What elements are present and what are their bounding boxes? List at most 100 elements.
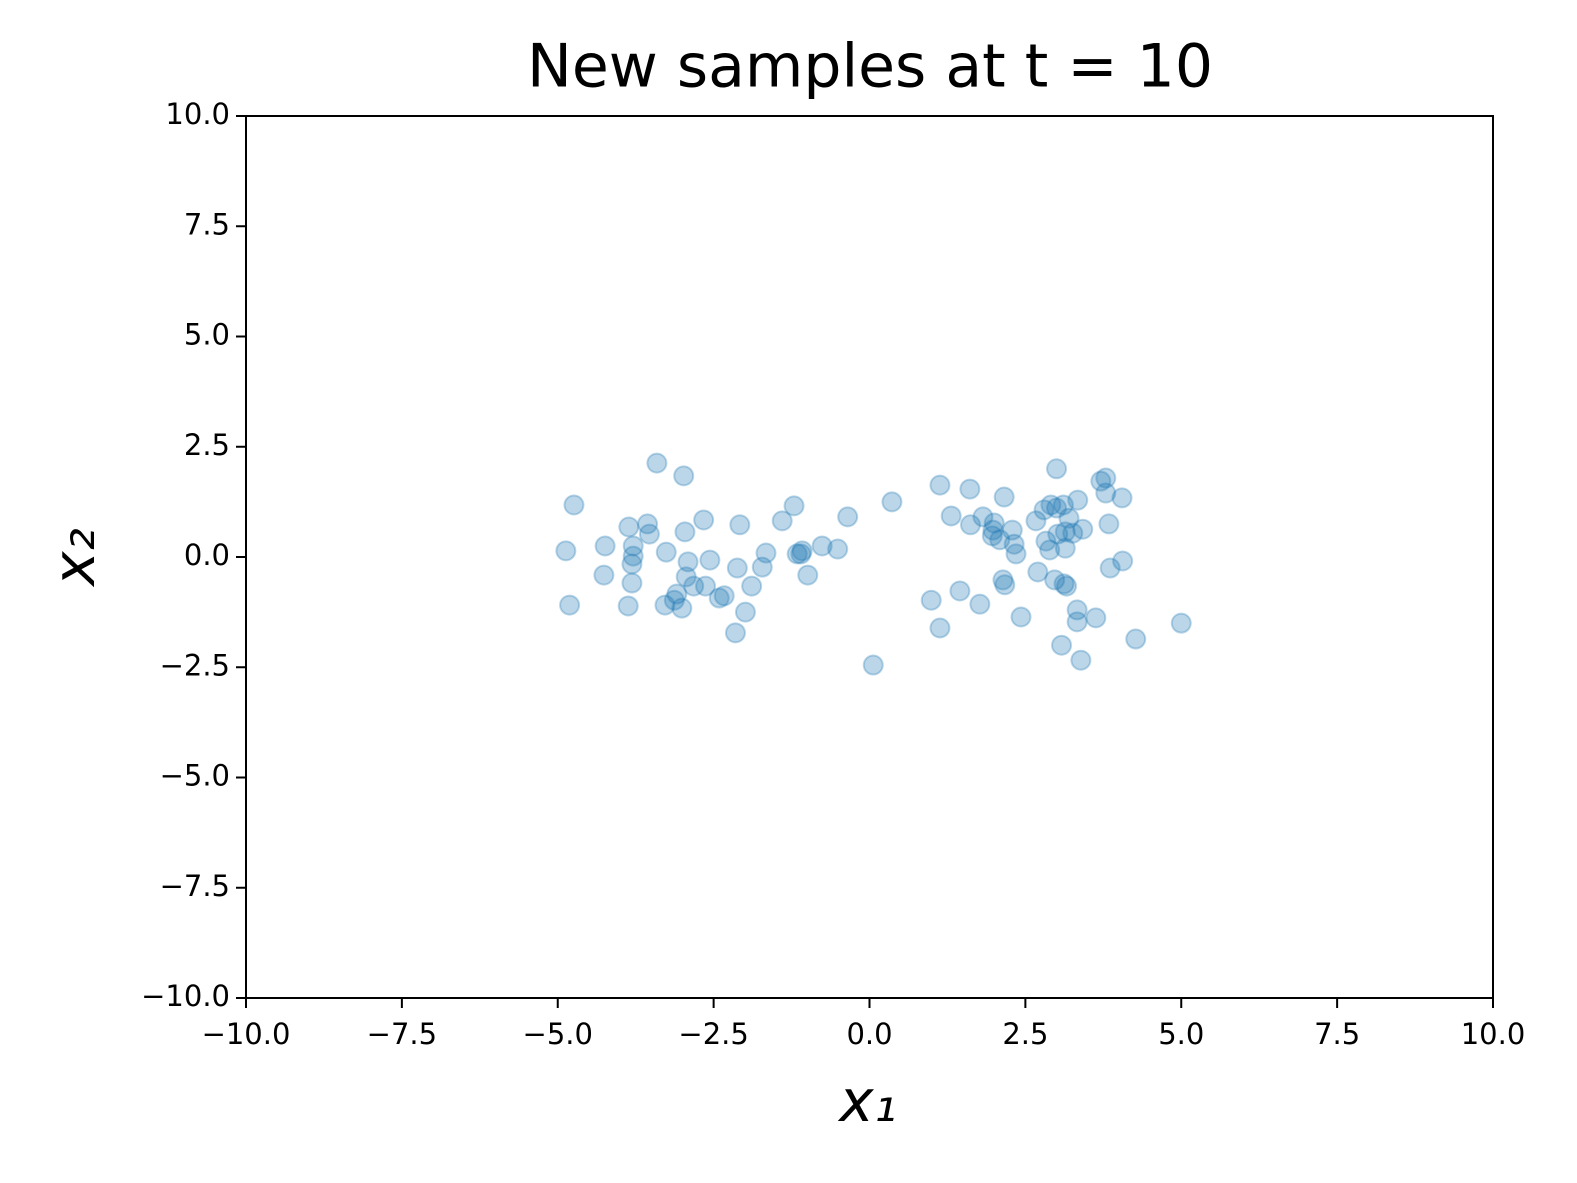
point [862, 654, 884, 676]
point [1095, 467, 1117, 489]
point [920, 589, 942, 611]
x-tick-label: 0.0 [846, 1017, 892, 1051]
y-tick-label: −5.0 [160, 759, 230, 793]
point [827, 538, 849, 560]
point [654, 594, 676, 616]
point [1054, 521, 1076, 543]
point [621, 553, 643, 575]
point [751, 556, 773, 578]
point [673, 465, 695, 487]
point [617, 595, 639, 617]
point [683, 575, 705, 597]
point [1058, 507, 1080, 529]
point [881, 491, 903, 513]
y-tick-label: 2.5 [184, 428, 230, 462]
point [989, 529, 1011, 551]
y-tick-label: −7.5 [160, 869, 230, 903]
point [786, 543, 808, 565]
point [1040, 494, 1062, 516]
point [791, 540, 813, 562]
x-tick-label: 5.0 [1158, 1017, 1204, 1051]
point [555, 540, 577, 562]
point [655, 541, 677, 563]
point [1056, 575, 1078, 597]
y-tick-label: 10.0 [165, 97, 230, 131]
point [811, 535, 833, 557]
point [1062, 522, 1084, 544]
point [993, 486, 1015, 508]
point [1066, 599, 1088, 621]
point [1170, 612, 1192, 634]
y-tick-label: −2.5 [160, 648, 230, 682]
point [695, 575, 717, 597]
point [1044, 569, 1066, 591]
y-tick-label: 7.5 [184, 207, 230, 241]
point [666, 583, 688, 605]
point [646, 452, 668, 474]
point [972, 506, 994, 528]
point [1047, 523, 1069, 545]
x-tick-label: −7.5 [367, 1017, 437, 1051]
x-axis-label: x₁ [837, 1067, 897, 1135]
point [959, 478, 981, 500]
point [981, 525, 1003, 547]
x-tick-label: 7.5 [1314, 1017, 1360, 1051]
point [1111, 487, 1133, 509]
point [1054, 537, 1076, 559]
point [790, 543, 812, 565]
point [1033, 499, 1055, 521]
point [1039, 539, 1061, 561]
point [1070, 649, 1092, 671]
point [734, 601, 756, 623]
point [771, 510, 793, 532]
point [622, 545, 644, 567]
point [1051, 634, 1073, 656]
point [675, 566, 697, 588]
point [729, 514, 751, 536]
point [1005, 543, 1027, 565]
y-tick-label: 5.0 [184, 318, 230, 352]
point [621, 572, 643, 594]
point [783, 495, 805, 517]
point [1046, 458, 1068, 480]
point [594, 535, 616, 557]
point [1066, 611, 1088, 633]
y-tick-label: −10.0 [141, 979, 230, 1013]
x-tick-label: −5.0 [523, 1017, 593, 1051]
point [1001, 519, 1023, 541]
point [563, 494, 585, 516]
point [960, 514, 982, 536]
point [992, 569, 1014, 591]
point [1003, 533, 1025, 555]
y-tick-label: 0.0 [184, 538, 230, 572]
point [1072, 518, 1094, 540]
plot-frame [245, 115, 1494, 999]
point [1098, 513, 1120, 535]
point [949, 580, 971, 602]
point [713, 585, 735, 607]
point [983, 512, 1005, 534]
point [724, 622, 746, 644]
point [622, 535, 644, 557]
point [797, 564, 819, 586]
point [1112, 550, 1134, 572]
point [677, 551, 699, 573]
point [1025, 510, 1047, 532]
x-tick-label: 2.5 [1002, 1017, 1048, 1051]
point [674, 521, 696, 543]
point [1010, 606, 1032, 628]
y-axis-label: x₂ [40, 528, 108, 588]
point [1052, 494, 1074, 516]
point [1053, 573, 1075, 595]
point [1046, 497, 1068, 519]
point [982, 519, 1004, 541]
point [699, 549, 721, 571]
point [693, 509, 715, 531]
point [755, 542, 777, 564]
point [940, 505, 962, 527]
point [708, 587, 730, 609]
point [1099, 557, 1121, 579]
point [1095, 482, 1117, 504]
chart-title: New samples at t = 10 [527, 32, 1213, 102]
